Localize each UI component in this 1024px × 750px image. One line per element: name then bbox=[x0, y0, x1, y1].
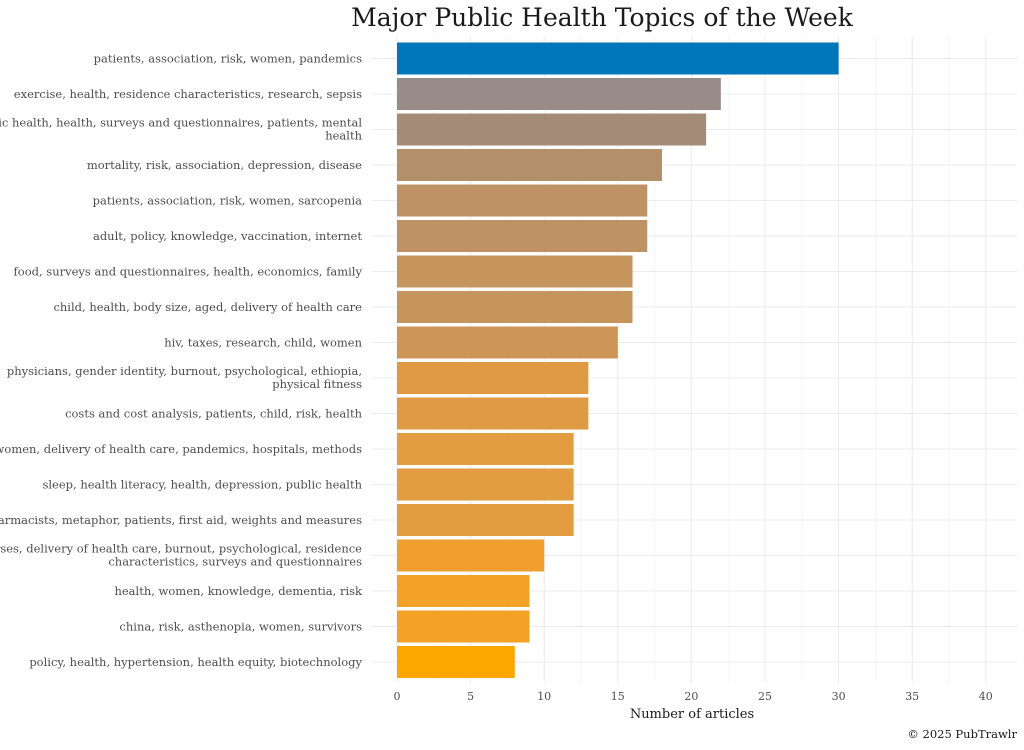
category-label: china, risk, asthenopia, women, survivor… bbox=[119, 620, 362, 634]
bar bbox=[397, 362, 589, 394]
category-label: food, surveys and questionnaires, health… bbox=[14, 265, 363, 279]
bar bbox=[397, 539, 545, 572]
bar bbox=[397, 326, 618, 359]
bar bbox=[397, 575, 530, 607]
bar bbox=[397, 468, 574, 501]
bar bbox=[397, 184, 648, 217]
category-label: pharmacists, metaphor, patients, first a… bbox=[0, 513, 362, 527]
x-tick-label: 25 bbox=[758, 690, 772, 703]
bar bbox=[397, 113, 707, 146]
category-labels: patients, association, risk, women, pand… bbox=[0, 52, 363, 670]
category-label: health, women, knowledge, dementia, risk bbox=[114, 584, 363, 598]
category-label: hiv, taxes, research, child, women bbox=[164, 336, 362, 350]
category-label: adult, policy, knowledge, vaccination, i… bbox=[93, 229, 362, 243]
bar bbox=[397, 78, 721, 110]
bar bbox=[397, 291, 633, 323]
x-axis-ticks: 0 5 10 15 20 25 30 35 40 bbox=[394, 690, 993, 703]
bar bbox=[397, 42, 839, 75]
bar bbox=[397, 149, 662, 181]
category-label: patients, association, risk, women, sarc… bbox=[93, 194, 362, 208]
category-label: sleep, health literacy, health, depressi… bbox=[42, 478, 362, 492]
x-tick-label: 35 bbox=[905, 690, 919, 703]
x-tick-label: 5 bbox=[467, 690, 474, 703]
category-label: policy, health, hypertension, health equ… bbox=[29, 655, 362, 669]
category-label: women, delivery of health care, pandemic… bbox=[0, 442, 362, 456]
x-tick-label: 10 bbox=[537, 690, 551, 703]
category-label: mortality, risk, association, depression… bbox=[87, 158, 362, 172]
x-tick-label: 15 bbox=[611, 690, 625, 703]
chart-caption: © 2025 PubTrawlr bbox=[907, 727, 1017, 741]
x-tick-label: 30 bbox=[832, 690, 846, 703]
bar bbox=[397, 504, 574, 536]
x-tick-label: 0 bbox=[394, 690, 401, 703]
category-label: public health, health, surveys and quest… bbox=[0, 116, 363, 143]
bar bbox=[397, 646, 515, 678]
bar bbox=[397, 610, 530, 643]
x-tick-label: 20 bbox=[684, 690, 698, 703]
bar bbox=[397, 220, 648, 252]
bar bbox=[397, 255, 633, 288]
category-label: physicians, gender identity, burnout, ps… bbox=[7, 364, 362, 391]
x-tick-label: 40 bbox=[979, 690, 993, 703]
category-label: costs and cost analysis, patients, child… bbox=[65, 407, 363, 421]
bars bbox=[397, 42, 839, 678]
category-label: nurses, delivery of health care, burnout… bbox=[0, 542, 362, 569]
category-label: child, health, body size, aged, delivery… bbox=[53, 300, 362, 314]
x-axis-title: Number of articles bbox=[630, 707, 754, 722]
category-label: patients, association, risk, women, pand… bbox=[94, 52, 362, 66]
chart-title: Major Public Health Topics of the Week bbox=[351, 3, 854, 32]
bar bbox=[397, 433, 574, 465]
category-label: exercise, health, residence characterist… bbox=[14, 87, 362, 101]
bar bbox=[397, 397, 589, 430]
